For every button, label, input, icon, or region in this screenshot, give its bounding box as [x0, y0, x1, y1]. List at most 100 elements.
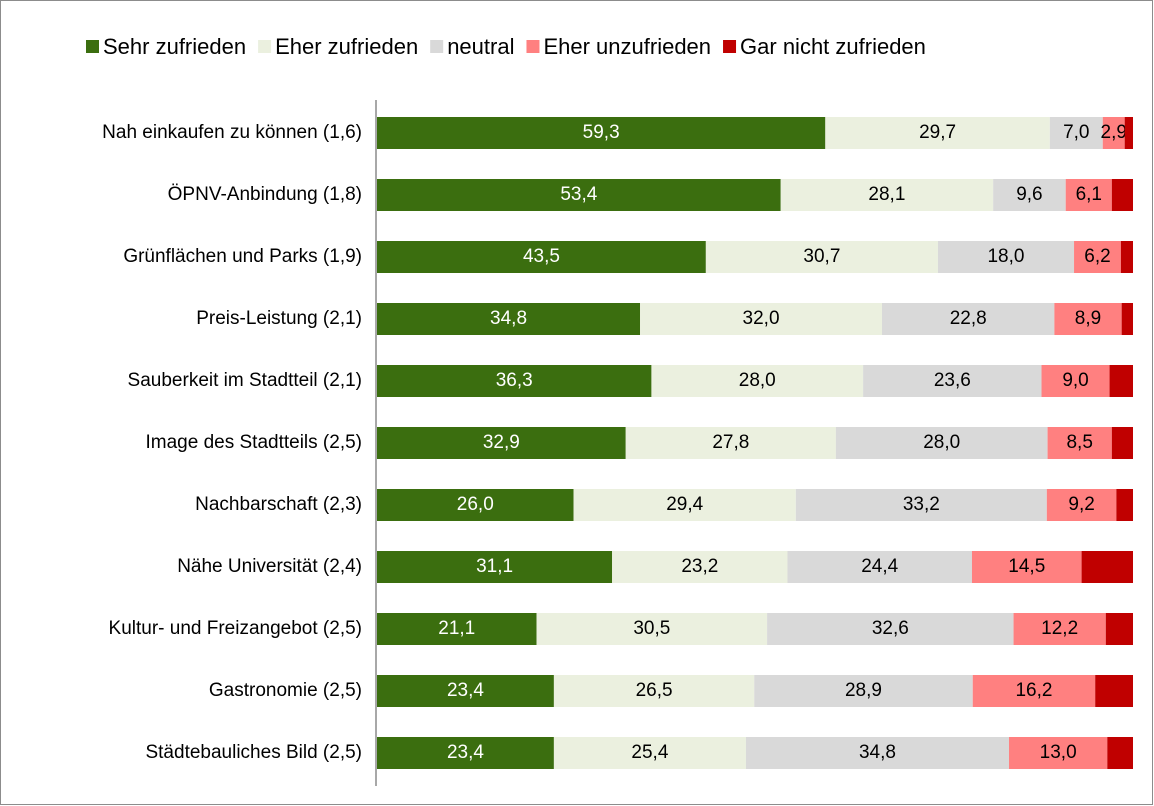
value-label: 59,3 — [583, 122, 620, 143]
value-label: 28,9 — [845, 680, 882, 701]
bar-segment — [745, 737, 1010, 769]
bar-segment — [1074, 241, 1121, 273]
bar-segment — [1046, 489, 1117, 521]
bar-segment — [1054, 303, 1122, 335]
value-label: 25,4 — [631, 742, 668, 763]
bar-segment — [795, 489, 1047, 521]
value-label: 28,0 — [739, 370, 776, 391]
value-label: 21,1 — [438, 618, 475, 639]
bar-segment — [1111, 179, 1133, 211]
value-label: 26,0 — [457, 494, 494, 515]
value-label: 6,1 — [1076, 184, 1102, 205]
legend-label: Sehr zufrieden — [103, 34, 246, 59]
value-label: 8,9 — [1075, 308, 1101, 329]
value-label: 14,5 — [1008, 556, 1045, 577]
category-label: ÖPNV-Anbindung (1,8) — [168, 184, 362, 205]
bar-segment — [377, 365, 652, 397]
bar-segment — [573, 489, 796, 521]
category-label: Grünflächen und Parks (1,9) — [123, 246, 362, 267]
value-label: 16,2 — [1015, 680, 1052, 701]
value-label: 30,7 — [803, 246, 840, 267]
category-label: Nachbarschaft (2,3) — [195, 494, 362, 515]
bar-segment — [1121, 303, 1133, 335]
bar-segment — [705, 241, 938, 273]
category-label: Preis-Leistung (2,1) — [196, 308, 362, 329]
value-label: 43,5 — [523, 246, 560, 267]
value-label: 23,6 — [934, 370, 971, 391]
bar-segment — [1049, 117, 1103, 149]
bar-segment — [377, 179, 781, 211]
category-label: Städtebauliches Bild (2,5) — [145, 742, 362, 763]
value-label: 29,7 — [919, 122, 956, 143]
value-label: 34,8 — [859, 742, 896, 763]
value-label: 36,3 — [496, 370, 533, 391]
value-label: 23,4 — [447, 742, 484, 763]
value-label: 29,4 — [666, 494, 703, 515]
bar-segment — [553, 737, 746, 769]
bar-segment — [767, 613, 1014, 645]
value-label: 27,8 — [712, 432, 749, 453]
value-label: 13,0 — [1040, 742, 1077, 763]
value-label: 26,5 — [636, 680, 673, 701]
bar-segment — [377, 613, 537, 645]
bar-segment — [972, 675, 1096, 707]
value-label: 9,6 — [1016, 184, 1042, 205]
bar-segment — [1041, 365, 1110, 397]
value-label: 2,9 — [1101, 122, 1127, 143]
category-label: Kultur- und Freizangebot (2,5) — [109, 618, 362, 639]
value-label: 22,8 — [950, 308, 987, 329]
bar-segment — [882, 303, 1055, 335]
legend-label: Gar nicht zufrieden — [740, 34, 926, 59]
bar-segment — [1116, 489, 1133, 521]
category-label: Sauberkeit im Stadtteil (2,1) — [128, 370, 362, 391]
category-label: Image des Stadtteils (2,5) — [146, 432, 363, 453]
category-label: Gastronomie (2,5) — [209, 680, 362, 701]
bar-segment — [993, 179, 1066, 211]
value-label: 33,2 — [903, 494, 940, 515]
legend-swatch — [723, 40, 737, 53]
bar-segment — [377, 489, 574, 521]
value-label: 7,0 — [1063, 122, 1089, 143]
value-label: 23,4 — [447, 680, 484, 701]
bar-segment — [377, 241, 706, 273]
bar-segment — [1102, 117, 1125, 149]
value-label: 24,4 — [861, 556, 898, 577]
legend-swatch — [430, 40, 444, 53]
bar-segment — [1109, 365, 1133, 397]
value-label: 12,2 — [1041, 618, 1078, 639]
legend-label: neutral — [447, 34, 514, 59]
bar-segment — [651, 365, 864, 397]
bar-segment — [1009, 737, 1108, 769]
bar-segment — [377, 427, 626, 459]
bar-segment — [780, 179, 994, 211]
value-label: 9,2 — [1068, 494, 1094, 515]
bar-segment — [787, 551, 972, 583]
value-label: 34,8 — [490, 308, 527, 329]
bar-segment — [825, 117, 1050, 149]
bar-segment — [1107, 737, 1133, 769]
value-label: 32,6 — [872, 618, 909, 639]
bar-segment — [377, 551, 613, 583]
value-label: 32,0 — [743, 308, 780, 329]
bar-segment — [1081, 551, 1133, 583]
legend-swatch — [86, 40, 99, 53]
value-label: 9,0 — [1062, 370, 1088, 391]
bar-segment — [1105, 613, 1133, 645]
bar-segment — [754, 675, 973, 707]
legend-swatch — [258, 40, 272, 53]
bar-segment — [377, 675, 554, 707]
value-label: 18,0 — [987, 246, 1024, 267]
bar-segment — [937, 241, 1075, 273]
value-label: 6,2 — [1084, 246, 1110, 267]
value-label: 8,5 — [1066, 432, 1092, 453]
value-label: 32,9 — [483, 432, 520, 453]
category-label: Nähe Universität (2,4) — [177, 556, 362, 577]
bar-segment — [640, 303, 883, 335]
bar-segment — [971, 551, 1082, 583]
bar-segment — [1047, 427, 1112, 459]
value-label: 31,1 — [476, 556, 513, 577]
category-label: Nah einkaufen zu können (1,6) — [102, 122, 362, 143]
bar-segment — [1013, 613, 1106, 645]
bar-segment — [536, 613, 768, 645]
